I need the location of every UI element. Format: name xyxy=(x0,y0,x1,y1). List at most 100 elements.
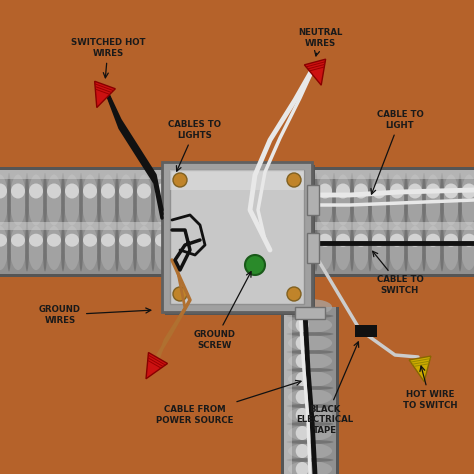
Text: CABLE TO
SWITCH: CABLE TO SWITCH xyxy=(373,251,423,295)
Ellipse shape xyxy=(154,174,170,226)
Ellipse shape xyxy=(287,368,333,372)
Bar xyxy=(307,185,319,215)
Circle shape xyxy=(245,255,265,275)
Ellipse shape xyxy=(61,173,65,227)
Ellipse shape xyxy=(169,173,173,227)
Ellipse shape xyxy=(46,226,62,270)
Ellipse shape xyxy=(288,371,332,387)
Ellipse shape xyxy=(46,174,62,226)
Ellipse shape xyxy=(28,174,44,226)
Ellipse shape xyxy=(461,226,474,270)
Ellipse shape xyxy=(318,234,332,246)
Bar xyxy=(0,170,167,230)
Ellipse shape xyxy=(137,183,151,199)
Bar xyxy=(307,170,474,230)
Bar xyxy=(284,307,292,474)
Ellipse shape xyxy=(101,234,115,246)
Ellipse shape xyxy=(288,335,332,351)
Ellipse shape xyxy=(425,174,441,226)
Ellipse shape xyxy=(296,336,309,350)
Ellipse shape xyxy=(371,174,387,226)
Ellipse shape xyxy=(288,317,332,333)
Bar xyxy=(162,162,312,312)
Ellipse shape xyxy=(287,440,333,444)
Ellipse shape xyxy=(390,183,404,199)
Bar xyxy=(355,325,377,337)
Ellipse shape xyxy=(287,458,333,462)
Ellipse shape xyxy=(390,234,404,246)
Ellipse shape xyxy=(29,234,43,246)
Ellipse shape xyxy=(83,183,97,199)
Ellipse shape xyxy=(296,390,309,404)
Ellipse shape xyxy=(354,183,368,199)
Ellipse shape xyxy=(287,332,333,336)
Ellipse shape xyxy=(288,461,332,474)
Ellipse shape xyxy=(407,226,423,270)
Ellipse shape xyxy=(101,183,115,199)
Ellipse shape xyxy=(296,372,309,386)
Ellipse shape xyxy=(389,226,405,270)
Ellipse shape xyxy=(137,234,151,246)
Ellipse shape xyxy=(288,443,332,459)
Ellipse shape xyxy=(443,226,459,270)
Ellipse shape xyxy=(386,173,390,227)
Polygon shape xyxy=(304,59,326,85)
Polygon shape xyxy=(95,81,115,108)
Bar xyxy=(0,222,167,274)
Ellipse shape xyxy=(317,174,333,226)
Text: NEUTRAL
WIRES: NEUTRAL WIRES xyxy=(298,28,342,56)
Ellipse shape xyxy=(296,426,309,440)
Bar xyxy=(307,222,474,230)
Bar xyxy=(307,222,474,274)
Ellipse shape xyxy=(155,183,169,199)
Ellipse shape xyxy=(65,234,79,246)
Ellipse shape xyxy=(425,226,441,270)
Ellipse shape xyxy=(462,234,474,246)
Ellipse shape xyxy=(154,226,170,270)
Ellipse shape xyxy=(0,226,8,270)
Ellipse shape xyxy=(119,183,133,199)
Ellipse shape xyxy=(155,234,169,246)
Ellipse shape xyxy=(426,234,440,246)
Ellipse shape xyxy=(100,174,116,226)
Text: CABLE TO
LIGHT: CABLE TO LIGHT xyxy=(371,110,423,194)
Circle shape xyxy=(173,173,187,187)
Ellipse shape xyxy=(82,174,98,226)
Ellipse shape xyxy=(300,183,314,199)
Ellipse shape xyxy=(82,226,98,270)
Ellipse shape xyxy=(288,407,332,423)
Bar xyxy=(170,170,304,190)
Text: SWITCHED HOT
WIRES: SWITCHED HOT WIRES xyxy=(71,38,145,78)
Ellipse shape xyxy=(318,183,332,199)
Ellipse shape xyxy=(151,225,155,272)
Ellipse shape xyxy=(296,408,309,422)
Ellipse shape xyxy=(444,234,458,246)
Ellipse shape xyxy=(64,226,80,270)
Ellipse shape xyxy=(296,444,309,458)
Ellipse shape xyxy=(353,174,369,226)
Ellipse shape xyxy=(332,225,336,272)
Ellipse shape xyxy=(136,226,152,270)
Text: CABLE FROM
POWER SOURCE: CABLE FROM POWER SOURCE xyxy=(156,381,301,425)
Ellipse shape xyxy=(115,225,119,272)
Ellipse shape xyxy=(136,174,152,226)
Ellipse shape xyxy=(389,174,405,226)
Ellipse shape xyxy=(97,225,101,272)
Bar xyxy=(281,307,339,474)
Ellipse shape xyxy=(296,462,309,474)
Text: GROUND
SCREW: GROUND SCREW xyxy=(194,272,251,350)
Ellipse shape xyxy=(97,173,101,227)
Ellipse shape xyxy=(287,386,333,390)
Polygon shape xyxy=(146,353,167,379)
Ellipse shape xyxy=(443,174,459,226)
Ellipse shape xyxy=(422,173,426,227)
Ellipse shape xyxy=(288,425,332,441)
Ellipse shape xyxy=(299,174,315,226)
Ellipse shape xyxy=(115,173,119,227)
Ellipse shape xyxy=(371,226,387,270)
Ellipse shape xyxy=(300,234,314,246)
Ellipse shape xyxy=(151,173,155,227)
Ellipse shape xyxy=(314,225,318,272)
Ellipse shape xyxy=(440,225,444,272)
Ellipse shape xyxy=(407,174,423,226)
